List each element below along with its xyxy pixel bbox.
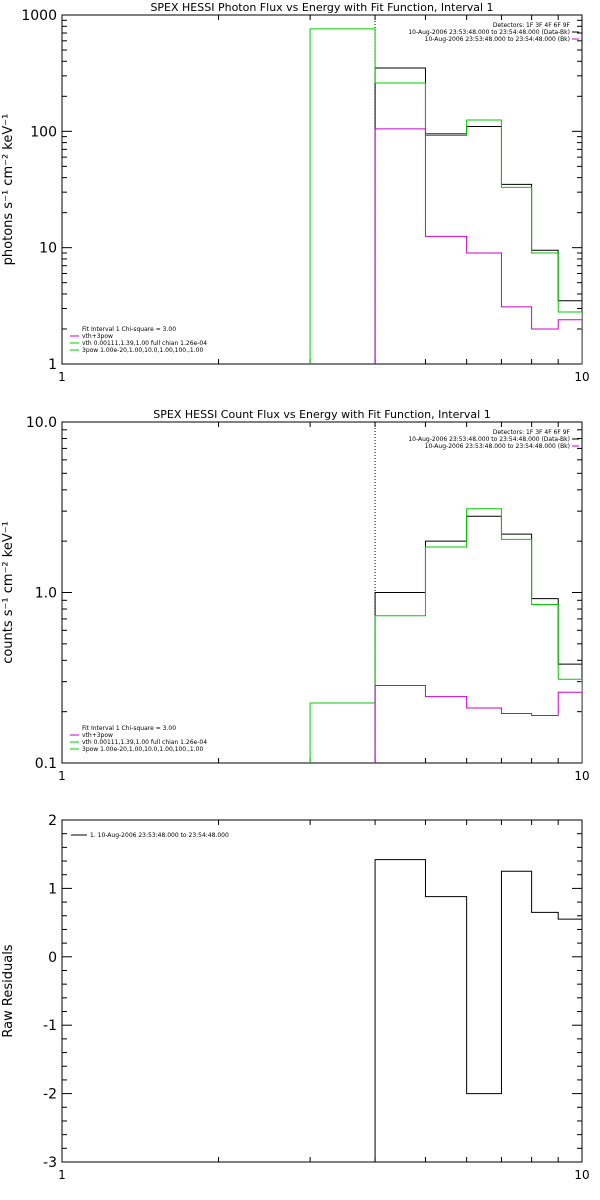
legend-entry: Detectors: 1F 3F 4F 6F 9F: [493, 22, 571, 29]
x-tick-label: 1: [58, 769, 66, 783]
legend-entry: 3pow 1.00e-20,1.00,10.0,1.00,100.,1.00: [82, 746, 203, 753]
chart-residuals: 1 10 -3 -2 -1 0 1 2 Raw Residuals 1. 10-Aug-2006 …: [1, 813, 590, 1182]
legend-entry: vth 0.00111,1.39,1.00 full chian 1.26e-0…: [82, 340, 207, 347]
y-tick-label: 1: [48, 357, 57, 373]
chart-count: SPEX HESSI Count Flux vs Energy with Fit…: [1, 408, 590, 783]
chart-photon: SPEX HESSI Photon Flux vs Energy with Fi…: [1, 1, 590, 384]
y-tick-label: 1: [48, 881, 57, 897]
legend-entry: Detectors: 1F 3F 4F 6F 9F: [493, 429, 571, 436]
series-line-2: [309, 28, 582, 364]
series-line-3: [374, 128, 582, 364]
legend-entry: vth 0.00111,1.39,1.00 full chian 1.26e-0…: [82, 739, 207, 746]
y-tick-label: 1000: [21, 8, 57, 24]
y-tick-label: 10.0: [26, 415, 57, 431]
y-tick-label: 1.0: [35, 586, 57, 602]
y-axis-label: Raw Residuals: [1, 944, 16, 1037]
legend-entry: vth+3pow: [82, 732, 113, 739]
x-tick-label: 10: [574, 1168, 589, 1182]
y-tick-label: 2: [48, 813, 57, 829]
y-tick-label: -1: [43, 1018, 57, 1034]
y-tick-label: -3: [43, 1155, 57, 1171]
y-axis-label: photons s⁻¹ cm⁻² keV⁻¹: [1, 114, 16, 266]
legend-entry: Fit Interval 1 Chi-square = 3.00: [82, 326, 176, 333]
plot-frame: [61, 14, 583, 365]
series-line-1: [374, 859, 582, 1162]
series-line-3: [374, 684, 582, 763]
chart-title: SPEX HESSI Photon Flux vs Energy with Fi…: [150, 1, 493, 14]
legend-entry: Fit Interval 1 Chi-square = 3.00: [82, 725, 176, 732]
y-tick-label: 0: [48, 950, 57, 966]
chart-title: SPEX HESSI Count Flux vs Energy with Fit…: [153, 408, 490, 421]
y-axis-label: counts s⁻¹ cm⁻² keV⁻¹: [1, 521, 16, 664]
legend-entry: 1. 10-Aug-2006 23:53:48.000 to 23:54:48.…: [90, 832, 229, 839]
y-tick-label: -2: [43, 1087, 57, 1103]
plot-frame: [61, 421, 583, 764]
x-tick-label: 1: [58, 370, 66, 384]
legend-entry: vth+3pow: [82, 333, 113, 340]
legend-entry: 3pow 1.00e-20,1.00,10.0,1.00,100.,1.00: [82, 347, 203, 354]
plot-area: [309, 28, 582, 364]
legend-entry: 10-Aug-2006 23:53:48.000 to 23:54:48.000…: [408, 436, 570, 443]
legend-entry: 10-Aug-2006 23:53:48.000 to 23:54:48.000…: [425, 36, 570, 43]
legend-entry: 10-Aug-2006 23:53:48.000 to 23:54:48.000…: [425, 443, 570, 450]
series-line-1: [374, 515, 582, 763]
series-line-1: [374, 67, 582, 364]
x-tick-label: 10: [574, 370, 589, 384]
y-tick-label: 10: [39, 241, 57, 257]
legend-entry: 10-Aug-2006 23:53:48.000 to 23:54:48.000…: [408, 29, 570, 36]
series-line-2: [309, 508, 582, 763]
plot-area: [374, 859, 582, 1162]
x-tick-label: 10: [574, 769, 589, 783]
x-tick-label: 1: [58, 1168, 66, 1182]
plot-area: [309, 508, 582, 763]
y-tick-label: 0.1: [35, 756, 57, 772]
y-tick-label: 100: [30, 124, 57, 140]
